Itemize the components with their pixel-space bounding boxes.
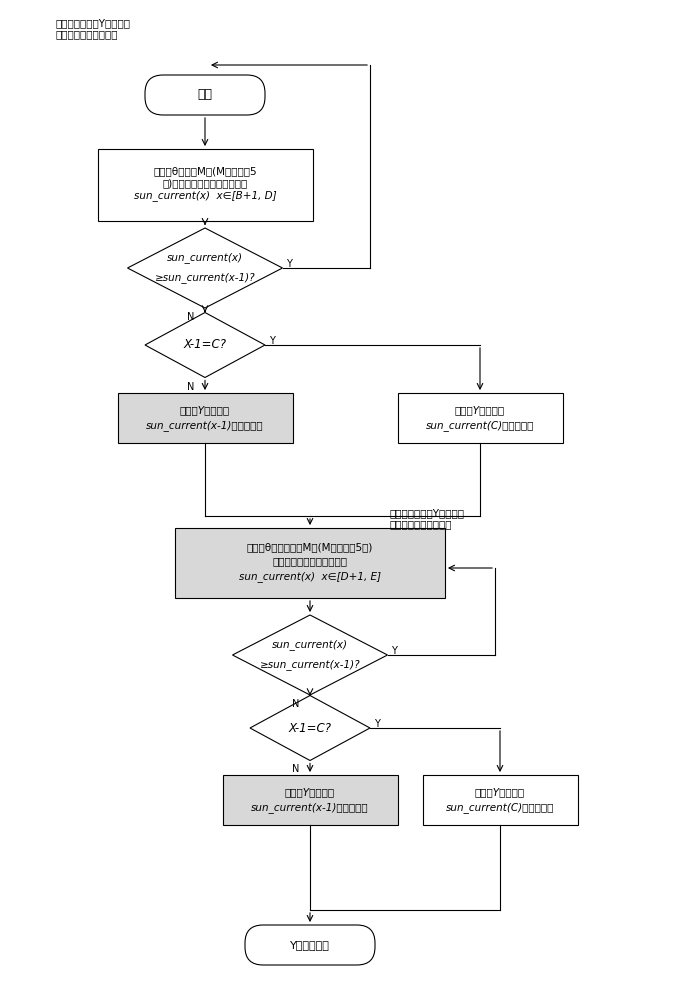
Text: 卫星绕Y轴转动到: 卫星绕Y轴转动到 [180,405,230,415]
Polygon shape [145,312,265,377]
Text: X-1=C?: X-1=C? [289,722,331,734]
Text: 俯仰角θ每增加M度(M可设置为5: 俯仰角θ每增加M度(M可设置为5 [153,166,257,176]
Text: sun_current(x): sun_current(x) [167,253,243,263]
Text: sun_current(x-1)对应的位置: sun_current(x-1)对应的位置 [251,803,369,813]
Text: sun_current(C)对应的位置: sun_current(C)对应的位置 [426,421,534,431]
Text: N: N [292,764,300,774]
FancyBboxPatch shape [245,925,375,965]
Text: Y: Y [269,336,275,346]
Text: sun_current(x)  x∈[D+1, E]: sun_current(x) x∈[D+1, E] [239,572,381,582]
Bar [422,775,577,825]
Text: 度)时获取当前的太阳翼电流值: 度)时获取当前的太阳翼电流值 [163,178,247,188]
Text: 卫星再绕星体的Y轴反向转
动，进行快速太阳搜索: 卫星再绕星体的Y轴反向转 动，进行快速太阳搜索 [390,508,465,530]
Text: 卫星绕Y轴转动到: 卫星绕Y轴转动到 [475,787,525,797]
Text: 时获取当前的太阳翼电流值: 时获取当前的太阳翼电流值 [273,556,347,566]
Text: N: N [187,312,195,322]
Bar [118,393,293,443]
Text: Y: Y [391,646,398,656]
Bar [398,393,562,443]
Text: sun_current(x-1)对应的位置: sun_current(x-1)对应的位置 [146,421,264,431]
Polygon shape [232,615,387,695]
Bar [175,528,445,598]
Text: Y: Y [374,719,380,729]
Text: ≥sun_current(x-1)?: ≥sun_current(x-1)? [155,273,256,283]
Text: N: N [292,699,300,709]
Text: X-1=C?: X-1=C? [183,338,227,352]
Polygon shape [127,228,282,308]
Text: Y: Y [287,259,292,269]
FancyBboxPatch shape [145,75,265,115]
Text: N: N [187,381,195,391]
Bar [223,775,398,825]
Text: sun_current(x)  x∈[B+1, D]: sun_current(x) x∈[B+1, D] [134,191,276,201]
Polygon shape [250,696,370,760]
Text: 卫星绕Y轴转动到: 卫星绕Y轴转动到 [285,787,335,797]
Text: 卫星绕Y轴转动到: 卫星绕Y轴转动到 [455,405,505,415]
Text: 俯仰角θ负向每增加M度(M可设置为5度): 俯仰角θ负向每增加M度(M可设置为5度) [247,542,373,552]
Text: sun_current(C)对应的位置: sun_current(C)对应的位置 [446,803,554,813]
Text: 开始: 开始 [198,89,212,102]
Text: sun_current(x): sun_current(x) [272,640,348,650]
Text: ≥sun_current(x-1)?: ≥sun_current(x-1)? [260,660,360,670]
Bar [98,149,313,221]
Text: Y轴搜索结束: Y轴搜索结束 [290,940,330,950]
Text: 卫星先绕星体的Y轴正向转
动，进行快速太阳搜索: 卫星先绕星体的Y轴正向转 动，进行快速太阳搜索 [55,18,130,40]
